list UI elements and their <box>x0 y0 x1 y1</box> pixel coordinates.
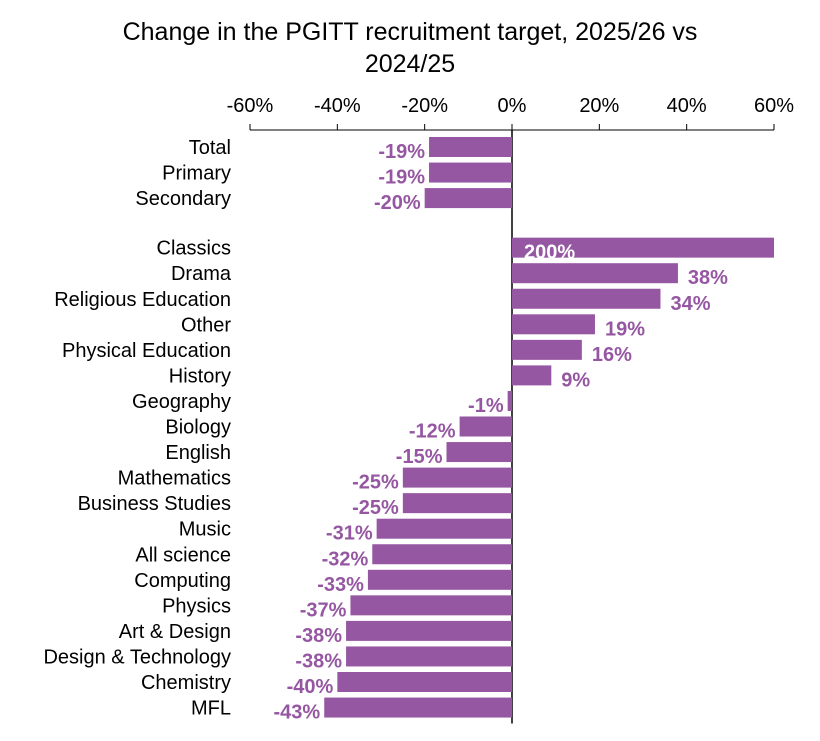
category-label: MFL <box>191 698 231 720</box>
category-label: Art & Design <box>119 621 231 643</box>
chart-title-line-1: Change in the PGITT recruitment target, … <box>123 18 698 46</box>
bar <box>346 620 512 641</box>
bar <box>376 518 512 539</box>
category-label: Classics <box>157 238 231 260</box>
bar <box>350 595 512 616</box>
category-label: Physical Education <box>62 340 231 362</box>
category-label: History <box>169 365 231 387</box>
chart-title-line-2: 2024/25 <box>365 50 455 78</box>
bar <box>512 339 582 360</box>
category-label: Physics <box>162 595 231 617</box>
category-label: Computing <box>134 570 231 592</box>
bar <box>402 493 512 514</box>
bar <box>372 544 512 565</box>
bar <box>459 416 512 437</box>
category-label: All science <box>135 544 231 566</box>
bar <box>512 365 552 386</box>
category-labels: Total Primary Secondary Classics Drama Religi… <box>43 137 231 720</box>
category-label: Religious Education <box>54 289 231 311</box>
category-label: Chemistry <box>141 672 231 694</box>
data-label: 38% <box>688 267 728 289</box>
bar <box>512 263 678 284</box>
data-label: 9% <box>561 369 590 391</box>
data-label: -12% <box>409 421 456 443</box>
data-label: 200% <box>524 242 575 264</box>
category-label: English <box>165 442 231 464</box>
category-label: Design & Technology <box>43 646 231 668</box>
bar <box>346 646 512 667</box>
bar <box>446 442 512 463</box>
data-labels: -19% -19% -20% 200% 38% 34% 19% 16%9% -1% -12% -15… <box>274 141 729 724</box>
data-label: -1% <box>468 395 504 417</box>
bar <box>512 288 661 309</box>
bar <box>402 467 512 488</box>
data-label: 19% <box>605 318 645 340</box>
bar <box>324 697 512 718</box>
data-label: -31% <box>326 523 373 545</box>
bar <box>507 390 512 411</box>
bar <box>429 162 512 183</box>
data-label: -40% <box>287 676 334 698</box>
bar <box>512 237 774 258</box>
data-label: 34% <box>670 293 710 315</box>
data-label: -43% <box>274 702 321 724</box>
x-tick-label: 60% <box>754 95 794 117</box>
category-label: Mathematics <box>118 468 231 490</box>
data-label: -32% <box>322 548 369 570</box>
category-label: Secondary <box>135 188 231 210</box>
bar <box>429 137 512 157</box>
data-label: -25% <box>352 497 399 519</box>
bars <box>324 137 774 718</box>
data-label: -37% <box>300 599 347 621</box>
data-label: -20% <box>374 192 421 214</box>
bar <box>367 569 512 590</box>
bar <box>424 188 512 209</box>
category-label: Total <box>189 137 231 159</box>
category-label: Biology <box>165 417 231 439</box>
data-label: -33% <box>317 574 364 596</box>
bar <box>337 672 512 692</box>
x-tick-label: 0% <box>498 95 527 117</box>
category-label: Geography <box>132 391 231 413</box>
category-label: Music <box>179 519 231 541</box>
x-tick-label: -20% <box>401 95 448 117</box>
data-label: -15% <box>396 446 443 468</box>
data-label: -38% <box>295 625 342 647</box>
data-label: -19% <box>378 167 425 189</box>
category-label: Primary <box>162 163 231 185</box>
category-label: Drama <box>171 263 232 285</box>
category-label: Other <box>181 314 231 336</box>
data-label: -19% <box>378 141 425 163</box>
data-label: 16% <box>592 344 632 366</box>
x-tick-label: 40% <box>667 95 707 117</box>
x-tick-label: -60% <box>227 95 274 117</box>
data-label: -38% <box>295 650 342 672</box>
bar <box>512 314 595 335</box>
category-label: Business Studies <box>78 493 231 515</box>
x-tick-label: -40% <box>314 95 361 117</box>
x-tick-label: 20% <box>579 95 619 117</box>
data-label: -25% <box>352 472 399 494</box>
